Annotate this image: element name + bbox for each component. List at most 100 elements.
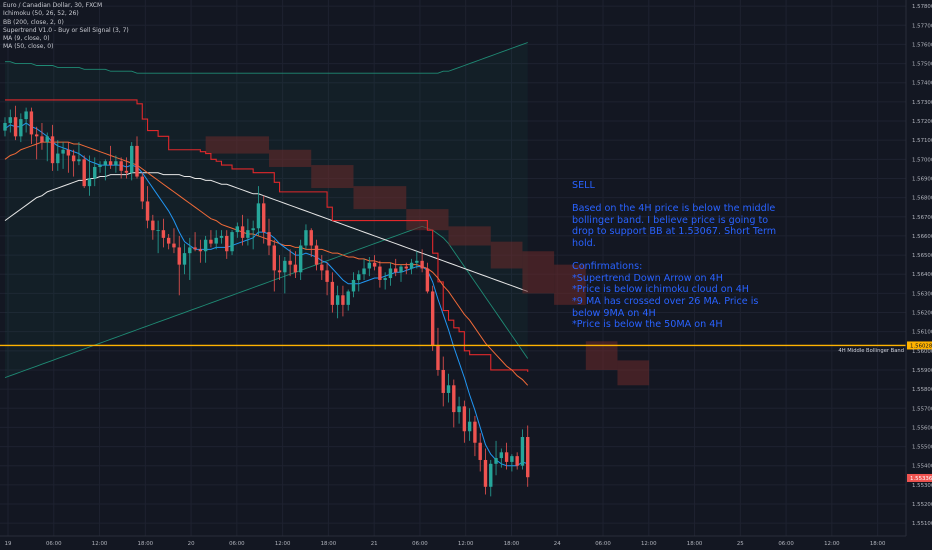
cloud-segment — [448, 226, 491, 246]
candle-body — [457, 406, 461, 413]
candle — [182, 243, 187, 275]
candle — [172, 228, 176, 254]
legend-ma9[interactable]: MA (9, close, 0) — [3, 35, 50, 43]
candle-body — [156, 230, 160, 231]
candle — [209, 230, 213, 248]
legend-ma50[interactable]: MA (50, close, 0) — [3, 43, 54, 51]
price-axis[interactable]: 1.57800 1.57700 1.57600 1.57500 1.57400 1.573… — [905, 0, 932, 536]
symbol-title[interactable]: Euro / Canadian Dollar, 30, FXCM — [3, 2, 103, 9]
candle — [219, 230, 224, 244]
candle — [29, 107, 34, 145]
candle-body — [489, 463, 493, 487]
candle-body — [246, 230, 250, 238]
candle — [61, 142, 65, 169]
candle — [135, 136, 139, 179]
y-tick-label: 1.57400 — [912, 81, 932, 87]
candle — [230, 230, 234, 256]
x-tick-label: 21 — [371, 541, 378, 547]
note-confirm-item: *9 MA has crossed over 26 MA. Price is b… — [572, 295, 759, 319]
candle-body — [467, 421, 472, 432]
candle — [193, 232, 197, 252]
candle — [504, 442, 509, 470]
candle-body — [130, 145, 134, 173]
legend-supertrend[interactable]: Supertrend V1.0 - Buy or Sell Signal (3,… — [3, 26, 129, 34]
candle-body — [135, 145, 139, 177]
candle — [510, 454, 514, 472]
candle-body — [56, 153, 60, 164]
candle — [394, 258, 398, 277]
candle — [330, 272, 335, 313]
candle — [304, 224, 308, 250]
candle — [309, 228, 313, 257]
current-price-badge — [907, 473, 932, 482]
cloud-segment — [311, 165, 354, 189]
candle-body — [283, 260, 287, 273]
y-tick-label: 1.56900 — [912, 176, 932, 182]
candle-body — [351, 279, 356, 292]
candle-body — [145, 201, 150, 221]
chart-grid — [0, 0, 906, 536]
candle — [177, 235, 181, 296]
note-heading: SELL — [572, 180, 595, 191]
legend-bb[interactable]: BB (200, close, 2, 0) — [3, 18, 64, 26]
candle-body — [66, 149, 71, 156]
candle-body — [314, 245, 319, 265]
candle — [415, 251, 419, 269]
candle-body — [13, 117, 18, 137]
candle — [166, 234, 171, 250]
middle-bollinger-line: 4H Middle Bollinger Band 1.56028 — [0, 341, 932, 354]
candle-body — [272, 245, 276, 271]
candle-body — [441, 369, 445, 393]
time-axis[interactable]: 19 06:00 12:00 18:00 20 06:00 12:00 18:00 21 06:0… — [0, 535, 906, 547]
candle — [45, 132, 49, 162]
candle — [235, 222, 240, 238]
candle-body — [420, 260, 424, 269]
candle-body — [293, 264, 298, 273]
candle-body — [357, 274, 361, 280]
candle-body — [93, 166, 97, 179]
candle-body — [61, 149, 65, 154]
candle — [151, 214, 155, 240]
candle-body — [362, 268, 366, 275]
candle — [8, 109, 12, 133]
candle — [50, 124, 55, 171]
ma9-line — [4, 122, 528, 467]
candle — [372, 255, 377, 271]
candle-body — [8, 117, 12, 123]
indicator-lines — [4, 99, 529, 467]
candle-body — [235, 226, 240, 233]
candle — [288, 249, 292, 277]
candle — [130, 142, 134, 181]
candle — [314, 239, 319, 271]
indicator-legend: Euro / Canadian Dollar, 30, FXCM Ichimok… — [3, 2, 129, 52]
candle-body — [320, 264, 324, 271]
cloud-segment — [353, 186, 407, 210]
candle — [198, 239, 203, 263]
candle-body — [19, 119, 23, 137]
candle — [82, 155, 86, 189]
candle-body — [166, 237, 171, 244]
candle-body — [256, 203, 261, 229]
candle — [441, 356, 445, 407]
candle — [188, 237, 192, 280]
candle-body — [436, 345, 440, 370]
candle — [267, 218, 271, 256]
candle — [108, 145, 113, 169]
y-tick-label: 1.56300 — [912, 291, 932, 297]
candle-body — [151, 220, 155, 231]
candle — [246, 218, 250, 246]
candle-body — [372, 262, 377, 267]
candle — [335, 285, 340, 319]
legend-ichimoku[interactable]: Ichimoku (50, 26, 52, 26) — [3, 10, 79, 18]
y-tick-label: 1.55300 — [912, 483, 932, 489]
note-confirm-item: *Price is below ichimoku cloud on 4H — [572, 284, 750, 296]
candle-body — [24, 111, 28, 120]
candle — [420, 249, 424, 273]
candle — [467, 408, 472, 441]
y-tick-label: 1.55800 — [912, 387, 932, 393]
candle — [71, 149, 76, 177]
candle-body — [262, 203, 266, 233]
candle — [103, 159, 108, 181]
ma50-line — [4, 141, 529, 386]
